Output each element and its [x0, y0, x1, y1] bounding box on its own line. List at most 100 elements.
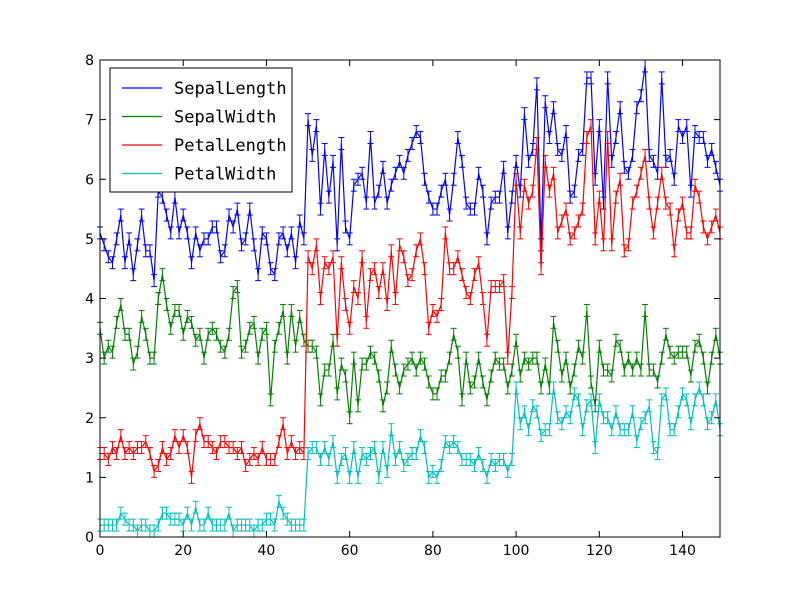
error-bar — [109, 441, 116, 455]
error-bar — [334, 238, 341, 252]
series-petal-width — [97, 381, 723, 538]
error-bar — [359, 250, 366, 264]
error-bar — [679, 196, 686, 210]
error-bar — [259, 327, 266, 341]
error-bar — [596, 190, 603, 204]
error-bar — [255, 351, 262, 365]
error-bar — [529, 184, 536, 198]
error-bar — [463, 196, 470, 210]
error-bar — [654, 375, 661, 389]
error-bar — [567, 232, 574, 246]
y-tick-label: 3 — [85, 351, 94, 367]
error-bar — [642, 303, 649, 317]
error-bar — [234, 447, 241, 460]
error-bar — [138, 441, 145, 455]
error-bar — [330, 333, 337, 347]
error-bar — [334, 387, 341, 401]
error-bar — [300, 232, 307, 246]
error-bar — [471, 268, 478, 282]
error-bar — [592, 399, 599, 413]
error-bar — [392, 166, 399, 180]
error-bar — [708, 411, 715, 425]
error-bar — [250, 447, 257, 460]
error-bar — [146, 447, 153, 460]
error-bar — [654, 166, 661, 180]
error-bar — [325, 363, 332, 377]
error-bar — [246, 453, 253, 466]
error-bar — [671, 244, 678, 258]
error-bar — [438, 458, 445, 472]
error-bar — [558, 369, 565, 383]
error-bar — [575, 393, 582, 407]
error-bar — [679, 131, 686, 144]
error-bar — [388, 178, 395, 192]
error-bar — [463, 286, 470, 299]
error-bar — [567, 381, 574, 395]
error-bar — [280, 226, 287, 240]
error-bar — [151, 274, 158, 288]
error-bar — [176, 441, 183, 455]
error-bar — [517, 417, 524, 431]
error-bar — [409, 137, 416, 150]
error-bar — [180, 327, 187, 341]
error-bar — [126, 327, 133, 341]
error-bar — [130, 357, 137, 371]
error-bar — [192, 226, 199, 240]
error-bar — [459, 393, 466, 407]
error-bar — [413, 125, 420, 139]
error-bar — [305, 447, 312, 460]
error-bar — [375, 286, 382, 299]
error-bar — [151, 464, 158, 478]
legend-label: PetalWidth — [174, 165, 276, 185]
error-bar — [504, 351, 511, 365]
error-bar — [442, 226, 449, 240]
legend-item-sepal-width: SepalWidth — [122, 108, 276, 128]
error-bar — [629, 405, 636, 419]
error-bar — [467, 453, 474, 466]
error-bar — [163, 298, 170, 311]
error-bar — [413, 244, 420, 258]
error-bar — [275, 435, 282, 449]
error-bar — [384, 381, 391, 395]
error-bar — [687, 184, 694, 198]
error-bar — [121, 512, 128, 526]
error-bar — [554, 142, 561, 156]
error-bar — [525, 423, 532, 437]
error-bar — [413, 363, 420, 377]
error-bar — [167, 321, 174, 335]
error-bar — [134, 238, 141, 252]
error-bar — [117, 298, 124, 311]
error-bar — [479, 184, 486, 198]
error-bar — [134, 345, 141, 359]
error-bar — [271, 453, 278, 466]
y-tick-label: 2 — [85, 411, 94, 427]
error-bar — [225, 208, 232, 222]
error-bar — [400, 250, 407, 264]
error-bar — [113, 315, 120, 329]
error-bar — [550, 166, 557, 180]
error-bar — [479, 458, 486, 472]
error-bar — [425, 470, 432, 484]
error-bar — [275, 321, 282, 335]
error-bar — [342, 220, 349, 234]
error-bar — [417, 232, 424, 246]
error-bar — [575, 214, 582, 228]
error-bar — [479, 375, 486, 389]
error-bar — [250, 238, 257, 252]
error-bar — [305, 113, 312, 127]
error-bar — [550, 315, 557, 329]
error-bar — [654, 196, 661, 210]
error-bar — [305, 250, 312, 264]
error-bar — [675, 208, 682, 222]
error-bar — [692, 125, 699, 139]
error-bar — [500, 274, 507, 288]
y-tick-label: 6 — [85, 172, 94, 188]
error-bar — [225, 506, 232, 520]
error-bar — [163, 208, 170, 222]
error-bar — [346, 321, 353, 335]
error-bar — [259, 226, 266, 240]
error-bar — [388, 244, 395, 258]
error-bar — [242, 232, 249, 246]
error-bar — [167, 226, 174, 240]
error-bar — [242, 339, 249, 353]
